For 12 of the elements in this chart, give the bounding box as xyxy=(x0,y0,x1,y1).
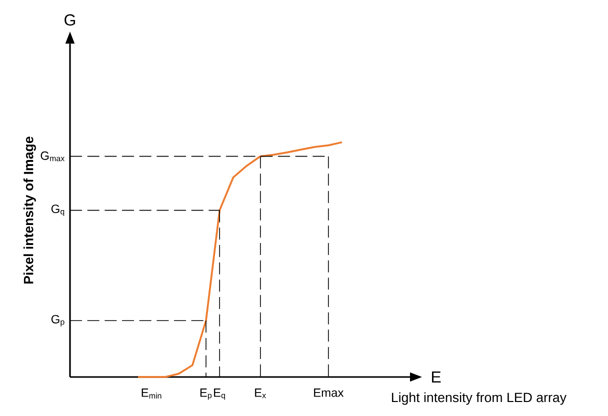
text: E xyxy=(432,371,441,382)
x-tick-label: E$_{x}$ xyxy=(255,388,266,398)
y-axis-title: Pixel intensity of Image xyxy=(23,136,36,284)
x-axis-title: Light intensity from LED array xyxy=(392,392,566,405)
x-tick-label: E$_{p}$ xyxy=(200,388,212,400)
x-tick-label: E$_{q}$ xyxy=(214,388,225,400)
ref-line-label: G$_{p}$ xyxy=(51,314,64,326)
text: G xyxy=(64,14,76,26)
x-tick-label: E$_{min}$ xyxy=(142,388,162,398)
ref-line-label: G$_{max}$ xyxy=(40,151,65,162)
x-tick-label: Emax xyxy=(314,388,344,397)
ref-line-label: G$_{q}$ xyxy=(51,204,64,216)
